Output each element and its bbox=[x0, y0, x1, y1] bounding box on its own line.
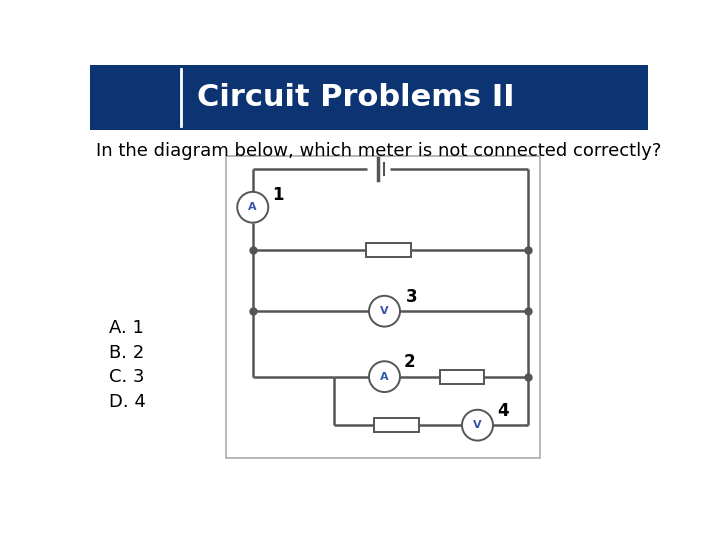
Text: Circuit Problems II: Circuit Problems II bbox=[197, 83, 515, 112]
Bar bbox=[225, 156, 539, 457]
Circle shape bbox=[462, 410, 493, 441]
Circle shape bbox=[369, 296, 400, 327]
Bar bbox=[366, 242, 411, 256]
Text: A: A bbox=[380, 372, 389, 382]
Text: D. 4: D. 4 bbox=[109, 393, 146, 411]
Bar bbox=[374, 418, 418, 432]
Text: In the diagram below, which meter is not connected correctly?: In the diagram below, which meter is not… bbox=[96, 142, 662, 160]
Text: V: V bbox=[380, 306, 389, 316]
Text: V: V bbox=[473, 420, 482, 430]
Text: A: A bbox=[248, 202, 257, 212]
Text: 3: 3 bbox=[406, 288, 418, 306]
Bar bbox=[90, 65, 648, 130]
Text: 2: 2 bbox=[404, 353, 415, 372]
Text: 1: 1 bbox=[272, 186, 284, 204]
Text: B. 2: B. 2 bbox=[109, 343, 145, 362]
Text: 4: 4 bbox=[497, 402, 508, 420]
Text: A. 1: A. 1 bbox=[109, 319, 144, 337]
Bar bbox=[439, 370, 485, 383]
Circle shape bbox=[238, 192, 269, 222]
Text: C. 3: C. 3 bbox=[109, 368, 145, 386]
Circle shape bbox=[369, 361, 400, 392]
